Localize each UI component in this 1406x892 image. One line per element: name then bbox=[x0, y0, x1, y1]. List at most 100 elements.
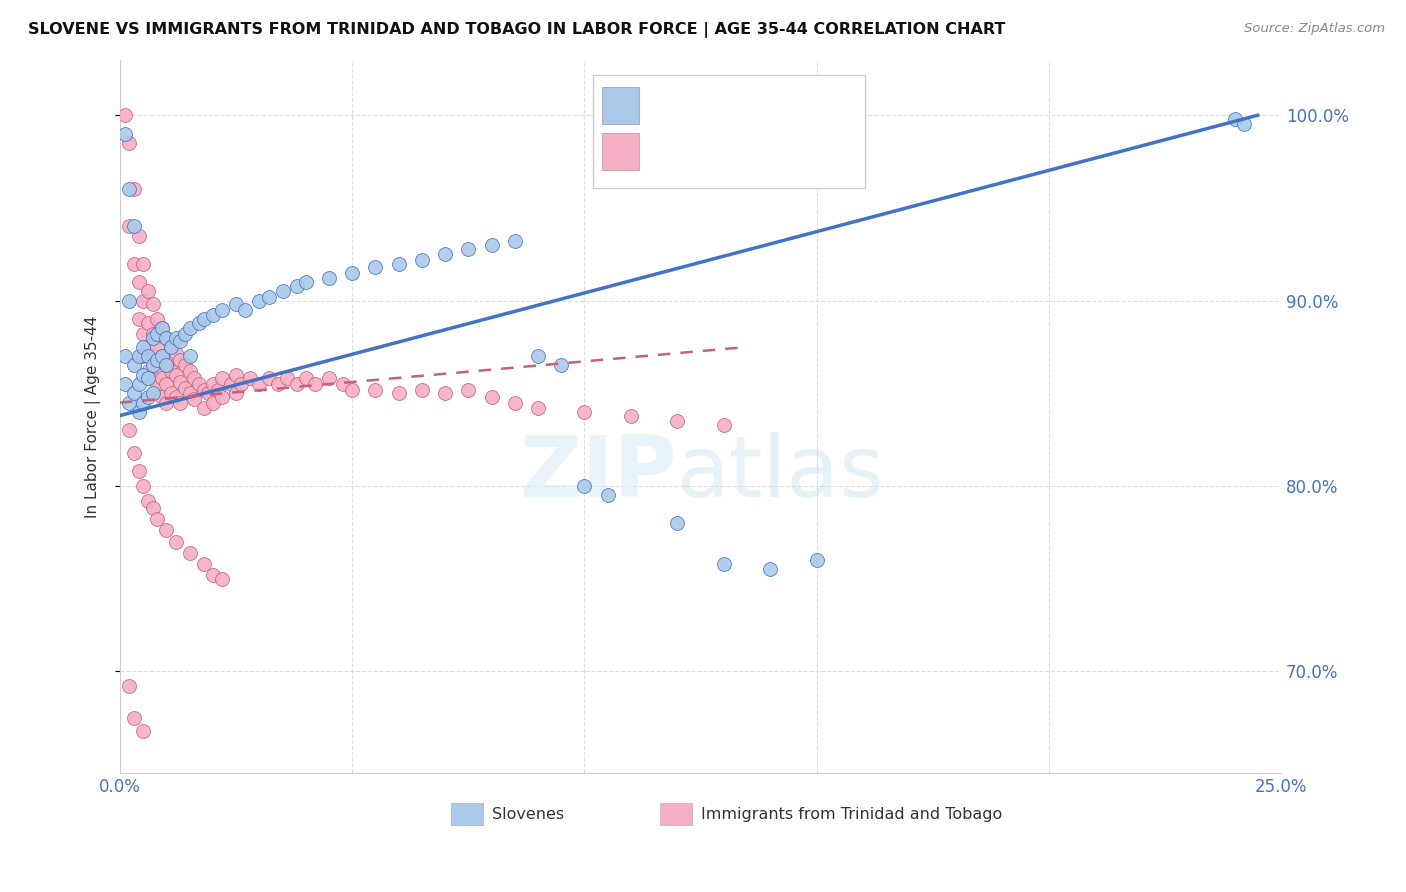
Point bbox=[201, 377, 224, 392]
Point bbox=[197, 386, 219, 401]
Point bbox=[150, 371, 173, 385]
Point bbox=[574, 479, 596, 493]
Point bbox=[146, 312, 169, 326]
Point bbox=[201, 309, 224, 323]
Text: ZIP: ZIP bbox=[520, 432, 678, 515]
Point bbox=[136, 285, 159, 299]
Point bbox=[257, 371, 280, 385]
Point bbox=[457, 242, 479, 256]
Point bbox=[364, 383, 387, 397]
Point bbox=[160, 386, 183, 401]
Point bbox=[304, 377, 326, 392]
Point bbox=[174, 326, 197, 341]
Point bbox=[128, 228, 150, 243]
Point bbox=[1233, 118, 1256, 132]
Point bbox=[122, 711, 145, 725]
Point bbox=[122, 182, 145, 196]
FancyBboxPatch shape bbox=[451, 803, 484, 825]
Point bbox=[160, 340, 183, 354]
Point bbox=[150, 349, 173, 363]
Text: SLOVENE VS IMMIGRANTS FROM TRINIDAD AND TOBAGO IN LABOR FORCE | AGE 35-44 CORREL: SLOVENE VS IMMIGRANTS FROM TRINIDAD AND … bbox=[28, 22, 1005, 38]
Point bbox=[128, 349, 150, 363]
Point bbox=[122, 445, 145, 459]
Point bbox=[364, 260, 387, 275]
Point bbox=[527, 401, 550, 416]
Point bbox=[179, 546, 201, 560]
Point bbox=[411, 383, 433, 397]
FancyBboxPatch shape bbox=[602, 133, 638, 170]
Point bbox=[114, 377, 136, 392]
Point bbox=[457, 383, 479, 397]
Point bbox=[128, 405, 150, 419]
Point bbox=[118, 395, 141, 409]
Point bbox=[193, 312, 215, 326]
Point bbox=[169, 334, 191, 349]
Point bbox=[155, 331, 177, 345]
Point bbox=[142, 326, 165, 341]
Point bbox=[620, 409, 643, 423]
Point bbox=[713, 417, 735, 432]
Point bbox=[132, 256, 155, 270]
Point bbox=[165, 368, 187, 382]
Point bbox=[207, 383, 229, 397]
Point bbox=[169, 353, 191, 368]
Point bbox=[146, 326, 169, 341]
FancyBboxPatch shape bbox=[602, 87, 638, 124]
Point bbox=[183, 392, 205, 406]
Point bbox=[201, 395, 224, 409]
Point bbox=[388, 386, 411, 401]
Point bbox=[411, 252, 433, 267]
Point bbox=[211, 390, 233, 404]
Point bbox=[183, 371, 205, 385]
Point bbox=[332, 377, 354, 392]
Point bbox=[136, 349, 159, 363]
Point bbox=[666, 414, 689, 428]
Point bbox=[132, 326, 155, 341]
Point bbox=[150, 321, 173, 335]
Point bbox=[179, 349, 201, 363]
Point bbox=[285, 278, 308, 293]
Point bbox=[229, 377, 252, 392]
Point bbox=[247, 377, 270, 392]
Point bbox=[165, 390, 187, 404]
Point bbox=[574, 405, 596, 419]
Point bbox=[527, 349, 550, 363]
Point bbox=[276, 371, 298, 385]
Point bbox=[118, 182, 141, 196]
Point bbox=[142, 359, 165, 373]
Point bbox=[155, 359, 177, 373]
Text: Immigrants from Trinidad and Tobago: Immigrants from Trinidad and Tobago bbox=[700, 806, 1001, 822]
Y-axis label: In Labor Force | Age 35-44: In Labor Force | Age 35-44 bbox=[86, 315, 101, 517]
Point bbox=[188, 316, 211, 330]
Point bbox=[136, 340, 159, 354]
Point bbox=[122, 256, 145, 270]
Point bbox=[114, 127, 136, 141]
Point bbox=[142, 501, 165, 516]
Point bbox=[146, 360, 169, 375]
Point bbox=[128, 312, 150, 326]
Point bbox=[118, 679, 141, 693]
Text: atlas: atlas bbox=[678, 432, 886, 515]
Text: R =  0.175  N = 110: R = 0.175 N = 110 bbox=[651, 136, 858, 154]
Point bbox=[342, 383, 364, 397]
Point bbox=[174, 381, 197, 395]
Point bbox=[503, 234, 526, 248]
Point bbox=[136, 364, 159, 378]
Point bbox=[136, 316, 159, 330]
Point bbox=[193, 383, 215, 397]
Point bbox=[225, 297, 247, 311]
Point bbox=[179, 386, 201, 401]
Point bbox=[155, 395, 177, 409]
Point bbox=[122, 359, 145, 373]
Point bbox=[165, 534, 187, 549]
FancyBboxPatch shape bbox=[592, 75, 865, 188]
Point bbox=[285, 377, 308, 392]
Point bbox=[132, 368, 155, 382]
Point bbox=[160, 364, 183, 378]
Point bbox=[118, 293, 141, 308]
Point bbox=[267, 377, 290, 392]
Point bbox=[128, 464, 150, 478]
Point bbox=[174, 359, 197, 373]
Point bbox=[150, 349, 173, 363]
Point bbox=[434, 386, 457, 401]
